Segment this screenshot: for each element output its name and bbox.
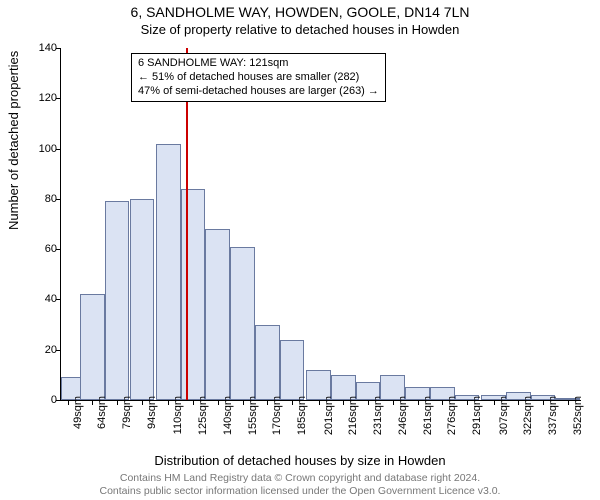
x-tick-label: 185sqm (296, 396, 308, 435)
annotation-line2: ← 51% of detached houses are smaller (28… (138, 71, 379, 85)
x-tick-label: 352sqm (572, 396, 584, 435)
y-tick-label: 120 (17, 92, 57, 104)
x-tick-label: 110sqm (172, 396, 184, 434)
histogram-bar (181, 189, 206, 400)
x-tick-label: 291sqm (471, 396, 483, 435)
x-tick-label: 246sqm (397, 396, 409, 435)
x-tick-label: 231sqm (372, 396, 384, 435)
x-tick-label: 170sqm (271, 396, 283, 435)
chart-title-line2: Size of property relative to detached ho… (0, 20, 600, 37)
x-tick-mark (292, 400, 293, 405)
histogram-bar (205, 229, 230, 400)
histogram-bar (230, 247, 255, 400)
x-tick-label: 322sqm (522, 396, 534, 435)
chart-container: 6, SANDHOLME WAY, HOWDEN, GOOLE, DN14 7L… (0, 0, 600, 500)
x-tick-mark (68, 400, 69, 405)
footer: Contains HM Land Registry data © Crown c… (0, 472, 600, 498)
x-tick-label: 49sqm (72, 396, 84, 429)
y-tick-label: 0 (17, 394, 57, 406)
histogram-bar (156, 144, 181, 400)
x-tick-label: 201sqm (323, 396, 335, 435)
x-tick-label: 307sqm (498, 396, 510, 435)
x-tick-mark (267, 400, 268, 405)
x-tick-mark (543, 400, 544, 405)
x-tick-label: 276sqm (446, 396, 458, 435)
x-tick-mark (518, 400, 519, 405)
x-tick-mark (168, 400, 169, 405)
x-tick-mark (193, 400, 194, 405)
x-tick-mark (92, 400, 93, 405)
annotation-box: 6 SANDHOLME WAY: 121sqm ← 51% of detache… (131, 53, 386, 102)
histogram-bar (130, 199, 155, 400)
y-tick-label: 60 (17, 243, 57, 255)
footer-line2: Contains public sector information licen… (0, 485, 600, 498)
histogram-bar (280, 340, 305, 400)
x-tick-mark (343, 400, 344, 405)
x-tick-label: 94sqm (146, 396, 158, 429)
x-tick-label: 261sqm (422, 396, 434, 435)
plot-area: 6 SANDHOLME WAY: 121sqm ← 51% of detache… (60, 48, 581, 401)
y-tick-label: 140 (17, 42, 57, 54)
x-tick-mark (568, 400, 569, 405)
x-tick-mark (368, 400, 369, 405)
x-tick-mark (243, 400, 244, 405)
x-axis-label: Distribution of detached houses by size … (0, 453, 600, 468)
x-tick-label: 140sqm (222, 396, 234, 435)
x-tick-mark (467, 400, 468, 405)
x-tick-mark (319, 400, 320, 405)
x-tick-mark (117, 400, 118, 405)
histogram-bar (80, 294, 105, 400)
x-tick-label: 79sqm (121, 396, 133, 429)
annotation-line3: 47% of semi-detached houses are larger (… (138, 85, 379, 99)
x-tick-mark (442, 400, 443, 405)
y-tick-label: 20 (17, 344, 57, 356)
annotation-line1: 6 SANDHOLME WAY: 121sqm (138, 57, 379, 71)
histogram-bar (105, 201, 130, 400)
x-tick-label: 64sqm (96, 396, 108, 429)
x-tick-mark (218, 400, 219, 405)
x-tick-mark (393, 400, 394, 405)
y-tick-label: 80 (17, 193, 57, 205)
histogram-bar (255, 325, 280, 400)
y-tick-label: 40 (17, 293, 57, 305)
x-tick-mark (142, 400, 143, 405)
x-tick-label: 125sqm (197, 396, 209, 435)
chart-title-line1: 6, SANDHOLME WAY, HOWDEN, GOOLE, DN14 7L… (0, 0, 600, 20)
y-tick-label: 100 (17, 143, 57, 155)
x-tick-mark (418, 400, 419, 405)
x-tick-label: 216sqm (347, 396, 359, 435)
x-tick-label: 337sqm (547, 396, 559, 435)
x-tick-label: 155sqm (247, 396, 259, 435)
x-tick-mark (494, 400, 495, 405)
footer-line1: Contains HM Land Registry data © Crown c… (0, 472, 600, 485)
